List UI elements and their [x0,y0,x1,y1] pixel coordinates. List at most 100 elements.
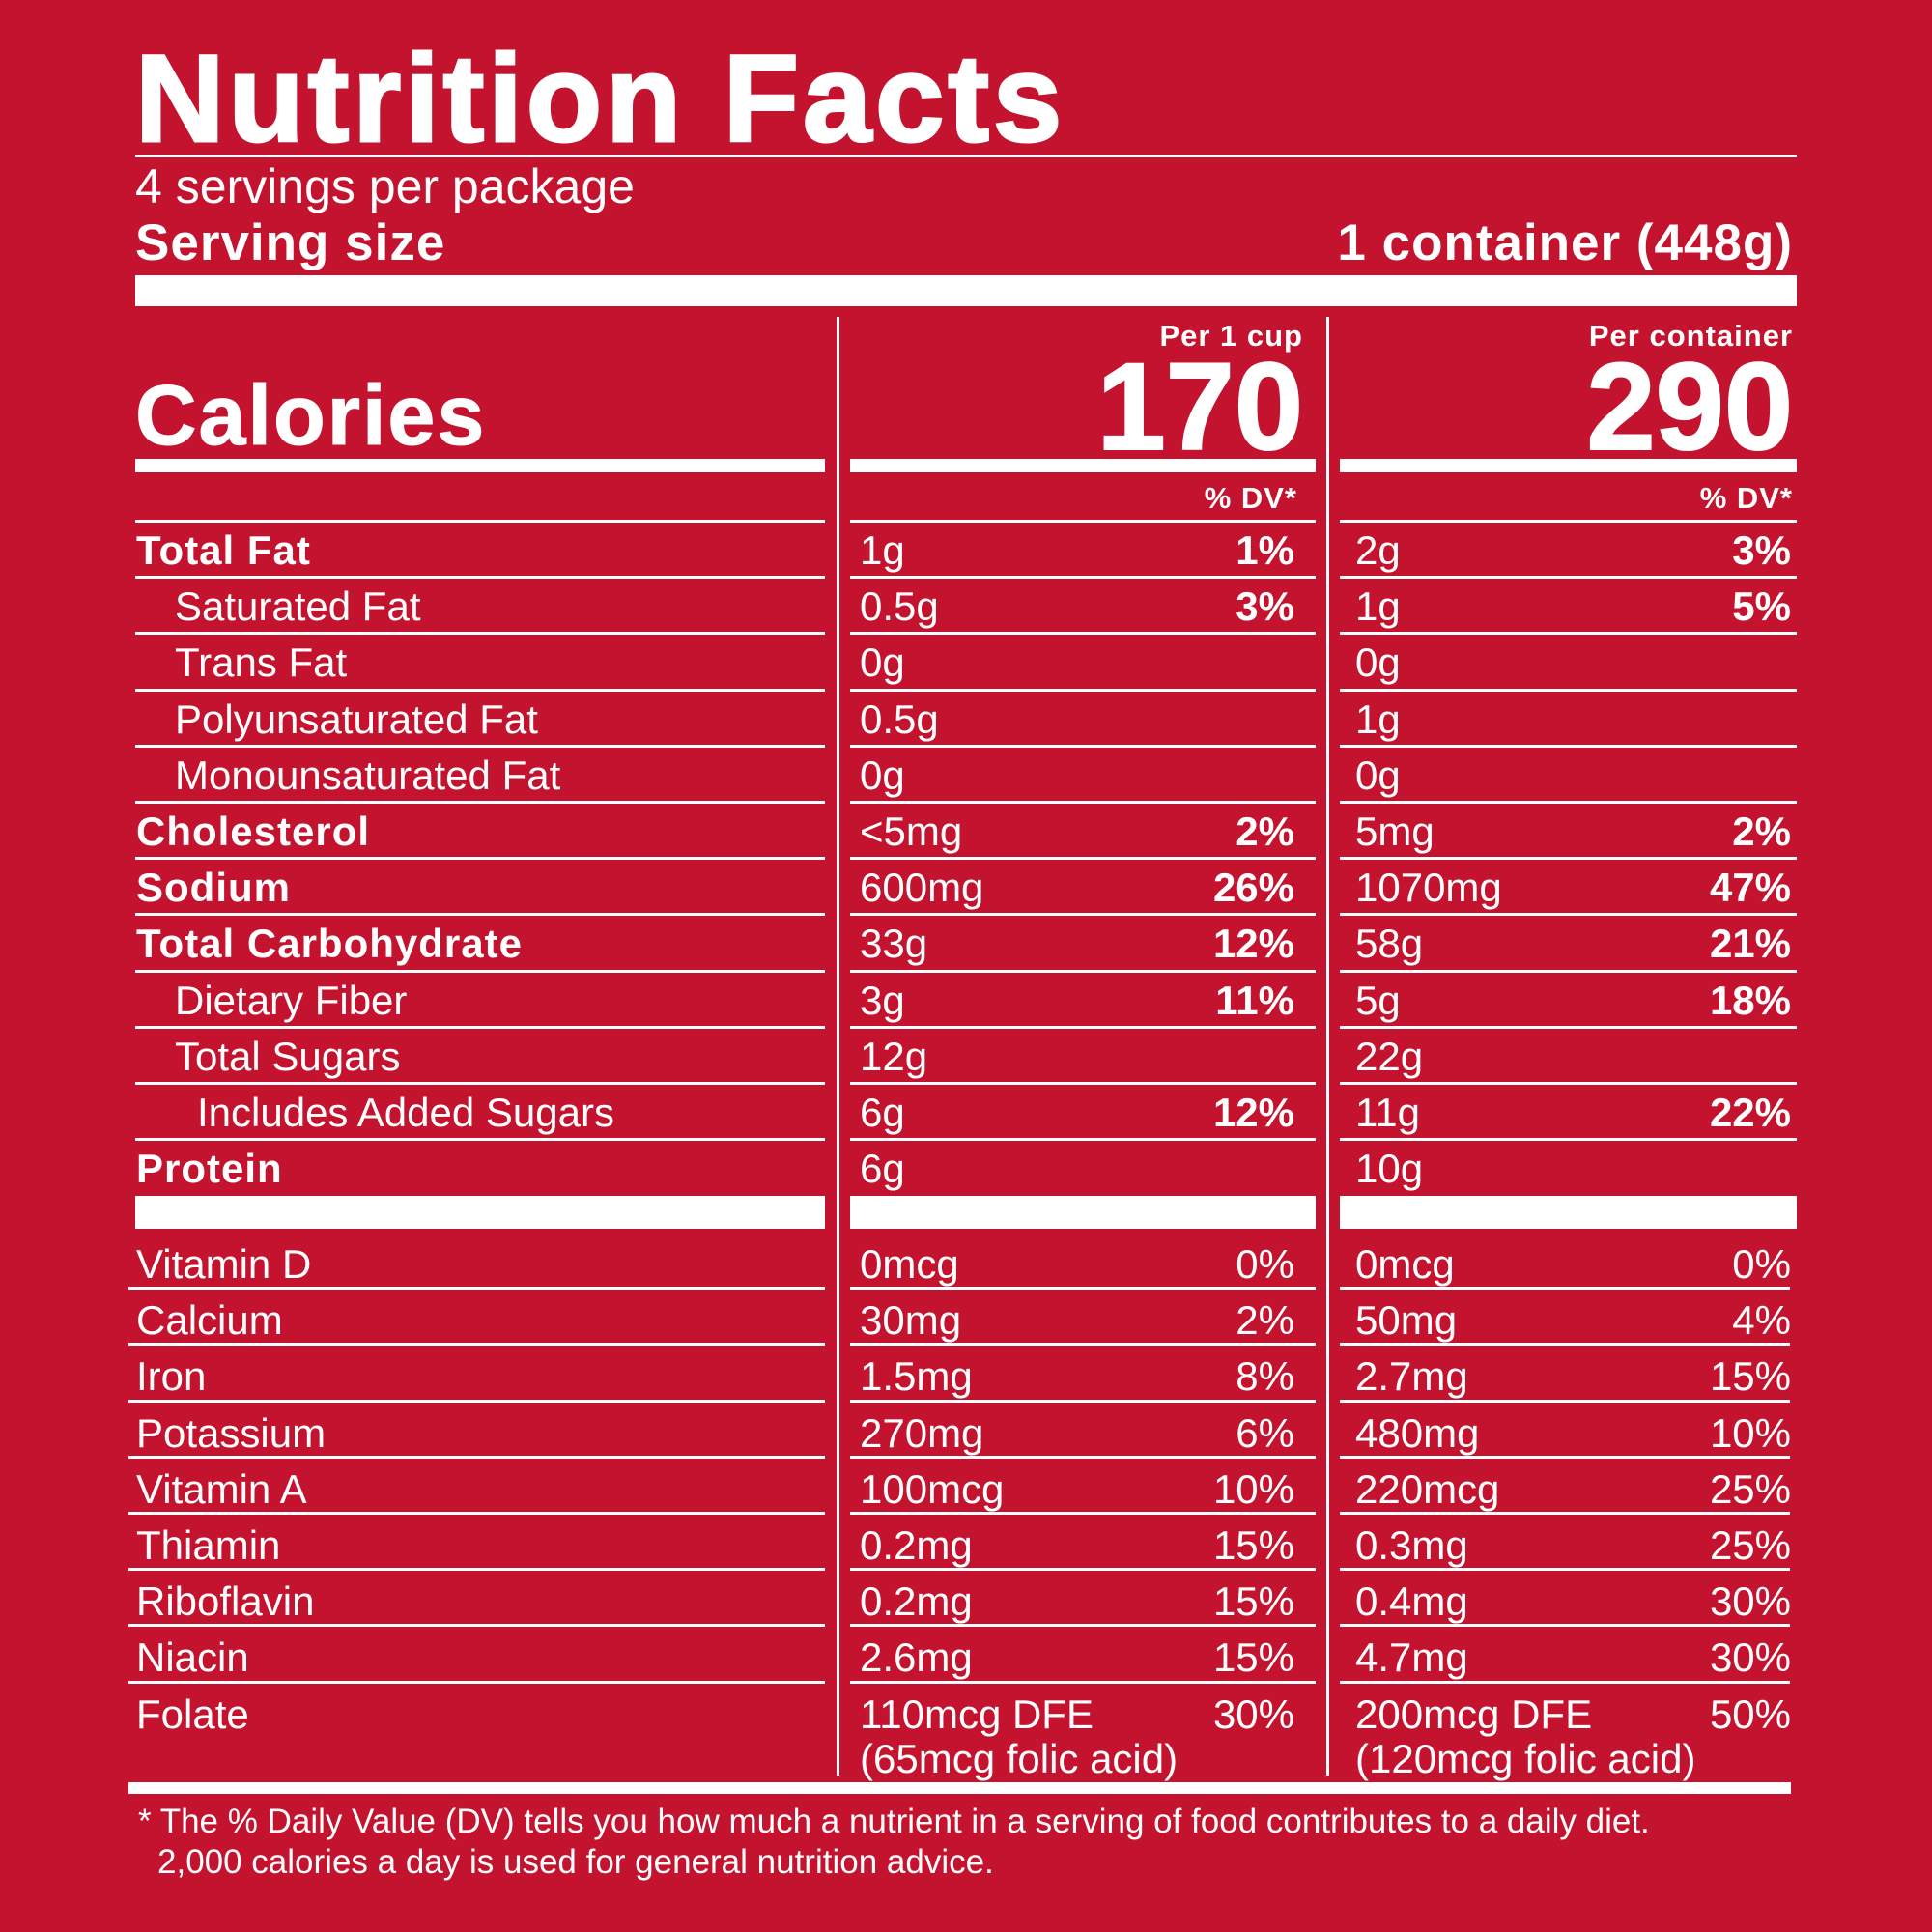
servings-per-package: 4 servings per package [135,159,635,213]
vitamin-name: Calcium [136,1297,283,1344]
vitamin-amount-col1-line2: (65mcg folic acid) [860,1735,1179,1781]
vitamin-dv-col1: 15% [1212,1634,1294,1681]
vitamin-amount-col2: 0.4mg [1355,1578,1468,1625]
row-rule [135,632,825,636]
row-rule [1340,969,1797,973]
footnote-line-1: * The % Daily Value (DV) tells you how m… [138,1803,1650,1840]
row-rule [135,913,825,917]
row-rule [850,1455,1316,1459]
row-rule [850,1138,1316,1142]
calories-rule-col2 [1340,459,1797,472]
vitamin-amount-col1: 270mg [860,1409,984,1456]
row-rule [1340,1025,1797,1029]
nutrient-dv-col1: 3% [1236,583,1294,630]
footnote-line-2: 2,000 calories a day is used for general… [157,1843,994,1881]
nutrient-dv-col1: 12% [1212,1090,1294,1135]
nutrient-amount-col2: 10g [1355,1146,1424,1192]
nutrient-amount-col2: 1070mg [1355,865,1502,911]
nutrient-name: Total Fat [136,527,311,573]
nutrient-dv-col2: 18% [1709,977,1791,1023]
dv-header-col2: % DV* [1699,481,1793,515]
row-rule [1340,1568,1790,1572]
nutrient-amount-col2: 22g [1355,1033,1424,1079]
nutrient-name: Sodium [136,865,291,911]
calories-label: Calories [134,367,487,464]
nutrient-amount-col1: 0.5g [860,696,939,742]
nutrient-name: Dietary Fiber [175,977,408,1023]
row-rule [850,688,1316,692]
row-rule [135,1138,825,1142]
vitamin-dv-col2: 10% [1709,1409,1791,1456]
nutrient-amount-col2: 11g [1355,1090,1420,1135]
nutrient-amount-col1: <5mg [860,809,963,854]
row-rule [850,1512,1316,1515]
row-rule [1340,1138,1797,1142]
row-rule [1340,1082,1797,1085]
row-rule [1340,1455,1790,1459]
vitamins-rule-col1 [850,1196,1316,1229]
vitamin-amount-col1: 0mcg [860,1241,959,1287]
vitamin-dv-col2: 30% [1709,1578,1791,1625]
nutrient-amount-col1: 12g [860,1033,928,1079]
vitamin-amount-col1: 0.2mg [860,1578,973,1625]
vitamins-rule-col2 [1340,1196,1797,1229]
nutrient-dv-col1: 1% [1236,527,1294,573]
nutrient-amount-col1: 0g [860,752,905,798]
row-rule [135,969,825,973]
vitamin-dv-col1: 15% [1212,1578,1294,1625]
title-rule [135,155,1797,157]
row-rule [1340,801,1797,804]
row-rule [135,520,825,523]
row-rule [850,969,1316,973]
nutrient-name: Monounsaturated Fat [175,752,561,798]
vitamin-dv-col1: 8% [1236,1353,1294,1400]
vitamin-amount-col2: 200mcg DFE [1355,1690,1593,1737]
nutrient-dv-col1: 2% [1236,809,1294,854]
row-rule [850,1287,1316,1291]
vitamin-name: Folate [136,1690,249,1737]
row-rule [850,632,1316,636]
vitamin-dv-col2: 4% [1732,1297,1791,1344]
row-rule [1340,913,1797,917]
row-rule [850,520,1316,523]
row-rule [850,1082,1316,1085]
vitamin-amount-col2: 0mcg [1355,1241,1455,1287]
calories-per-container: 290 [1585,338,1794,476]
row-rule [1340,632,1797,636]
row-rule [135,1082,825,1085]
vitamin-dv-col2: 50% [1709,1690,1791,1737]
vitamin-dv-col1: 30% [1212,1690,1294,1737]
row-rule [850,801,1316,804]
nutrient-name: Protein [136,1146,283,1192]
row-rule [128,1343,825,1347]
vitamin-name: Vitamin A [136,1465,307,1512]
nutrient-dv-col2: 21% [1709,921,1791,967]
vitamin-dv-col2: 0% [1732,1241,1791,1287]
bottom-rule [128,1782,1791,1794]
column-header-per-cup: Per 1 cup [1159,319,1303,353]
nutrient-amount-col2: 5mg [1355,809,1435,854]
label-title: Nutrition Facts [133,29,1066,170]
vitamin-amount-col1: 1.5mg [860,1353,973,1400]
vitamin-amount-col2: 50mg [1355,1297,1458,1344]
vitamin-dv-col2: 30% [1709,1634,1791,1681]
row-rule [128,1568,825,1572]
row-rule [1340,576,1797,580]
nutrient-name: Cholesterol [136,809,371,854]
row-rule [135,576,825,580]
row-rule [128,1624,825,1628]
nutrient-name: Saturated Fat [175,583,421,630]
row-rule [850,1624,1316,1628]
nutrient-name: Trans Fat [175,639,348,686]
nutrient-amount-col2: 0g [1355,752,1401,798]
row-rule [128,1455,825,1459]
nutrient-dv-col2: 3% [1732,527,1791,573]
row-rule [128,1399,825,1403]
vitamin-amount-col2: 4.7mg [1355,1634,1468,1681]
vitamin-amount-col1: 110mcg DFE [860,1690,1094,1737]
nutrient-amount-col1: 6g [860,1146,905,1192]
nutrient-amount-col1: 6g [860,1090,905,1135]
nutrient-amount-col1: 600mg [860,865,984,911]
nutrient-amount-col2: 5g [1355,977,1401,1023]
vitamin-name: Iron [136,1353,207,1400]
